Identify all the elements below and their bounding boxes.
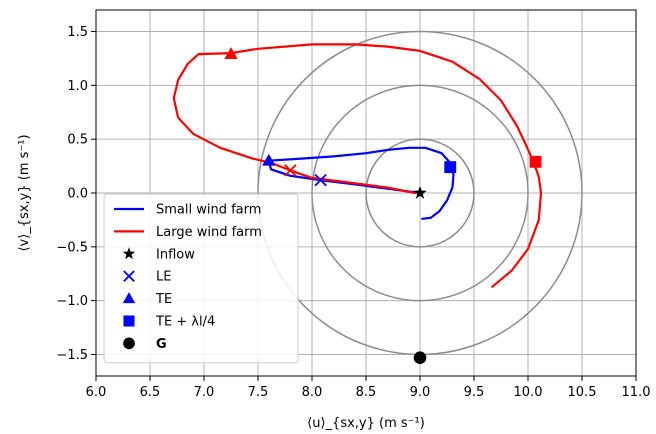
legend-swatch — [122, 247, 136, 260]
legend-swatch — [123, 337, 135, 350]
markers — [224, 47, 542, 365]
legend-label: TE — [155, 292, 172, 307]
legend-entry: Large wind farm — [114, 225, 262, 240]
legend-entry: Small wind farm — [114, 203, 261, 218]
y-tick-label: 0.0 — [67, 187, 88, 202]
marker-x — [314, 173, 327, 187]
y-tick-label: 0.5 — [67, 133, 88, 148]
legend-label: Small wind farm — [156, 203, 261, 218]
y-tick-label: 1.0 — [67, 79, 88, 94]
marker-triangle — [262, 153, 276, 166]
marker-circle — [413, 351, 427, 365]
x-tick-label: 6.0 — [86, 385, 107, 400]
legend-entry: TE + λl/4 — [123, 315, 215, 330]
y-tick-label: −1.0 — [56, 294, 88, 309]
y-axis-label: ⟨v⟩_{sx,y} (m s⁻¹) — [17, 134, 32, 251]
reference-circle — [311, 84, 529, 302]
x-tick-label: 8.5 — [356, 385, 377, 400]
legend-swatch — [122, 292, 136, 304]
legend-swatch — [123, 315, 135, 327]
marker-square — [444, 161, 457, 174]
reference-circle — [365, 138, 475, 248]
legend-label: TE + λl/4 — [155, 315, 215, 330]
legend-swatch — [123, 270, 135, 283]
marker-square — [529, 155, 542, 168]
x-tick-label: 7.5 — [248, 385, 269, 400]
y-tick-label: −0.5 — [56, 240, 88, 255]
x-tick-label: 6.5 — [140, 385, 161, 400]
x-tick-label: 10.5 — [568, 385, 597, 400]
legend-label: LE — [156, 270, 171, 285]
series-line — [267, 146, 455, 220]
x-axis-label: ⟨u⟩_{sx,y} (m s⁻¹) — [307, 416, 425, 431]
x-tick-label: 10.0 — [514, 385, 543, 400]
legend-entry: Inflow — [122, 247, 195, 262]
legend-entry: LE — [123, 270, 171, 285]
x-tick-label: 7.0 — [194, 385, 215, 400]
ticks: 6.0 6.5 7.0 7.5 8.0 8.5 9.0 9.5 10.0 10.5 11.0 1.5 1… — [56, 25, 650, 400]
legend-label: G — [156, 337, 167, 352]
y-tick-label: −1.5 — [56, 348, 88, 363]
x-tick-label: 11.0 — [622, 385, 651, 400]
x-tick-label: 9.5 — [464, 385, 485, 400]
marker-x — [284, 164, 297, 177]
x-tick-label: 9.0 — [410, 385, 431, 400]
legend-entry: G — [123, 337, 167, 352]
legend: Small wind farm Large wind farm Inflow LE TE… — [103, 193, 299, 364]
y-tick-label: 1.5 — [67, 25, 88, 40]
legend-entry: TE — [122, 292, 172, 307]
legend-box — [103, 193, 299, 364]
legend-label: Inflow — [156, 247, 195, 262]
legend-label: Large wind farm — [156, 225, 262, 240]
marker-star — [413, 186, 427, 199]
marker-triangle — [224, 47, 238, 60]
x-tick-label: 8.0 — [302, 385, 323, 400]
